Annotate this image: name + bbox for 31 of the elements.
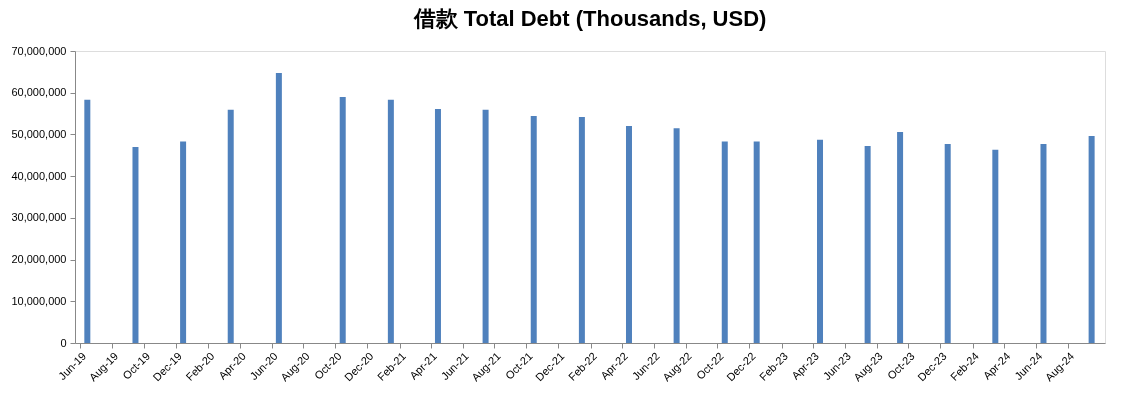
bar — [434, 108, 441, 343]
bar — [132, 146, 139, 343]
bar — [275, 73, 282, 343]
bar — [1088, 136, 1095, 343]
bar — [944, 144, 951, 343]
y-tick-label: 10,000,000 — [11, 294, 67, 307]
bar — [992, 149, 999, 343]
y-tick-label: 60,000,000 — [11, 86, 67, 99]
y-tick-label: 70,000,000 — [11, 44, 67, 57]
bar — [180, 141, 187, 343]
bar — [864, 146, 871, 343]
bar — [1040, 144, 1047, 343]
y-tick-label: 50,000,000 — [11, 127, 67, 140]
bar — [673, 128, 680, 343]
bar — [530, 116, 537, 343]
y-tick-label: 30,000,000 — [11, 211, 67, 224]
bar — [625, 126, 632, 343]
bar — [482, 109, 489, 343]
bar — [84, 99, 91, 343]
bar — [721, 141, 728, 343]
bar — [753, 141, 760, 343]
y-tick-label: 20,000,000 — [11, 253, 67, 266]
bar — [897, 131, 904, 343]
bar — [578, 116, 585, 343]
bar — [227, 109, 234, 343]
y-tick-label: 40,000,000 — [11, 169, 67, 182]
bar — [339, 96, 346, 343]
y-tick-label: 0 — [60, 336, 67, 349]
chart-title: 借款 Total Debt (Thousands, USD) — [412, 6, 767, 31]
bar — [387, 99, 394, 343]
bar — [817, 139, 824, 343]
